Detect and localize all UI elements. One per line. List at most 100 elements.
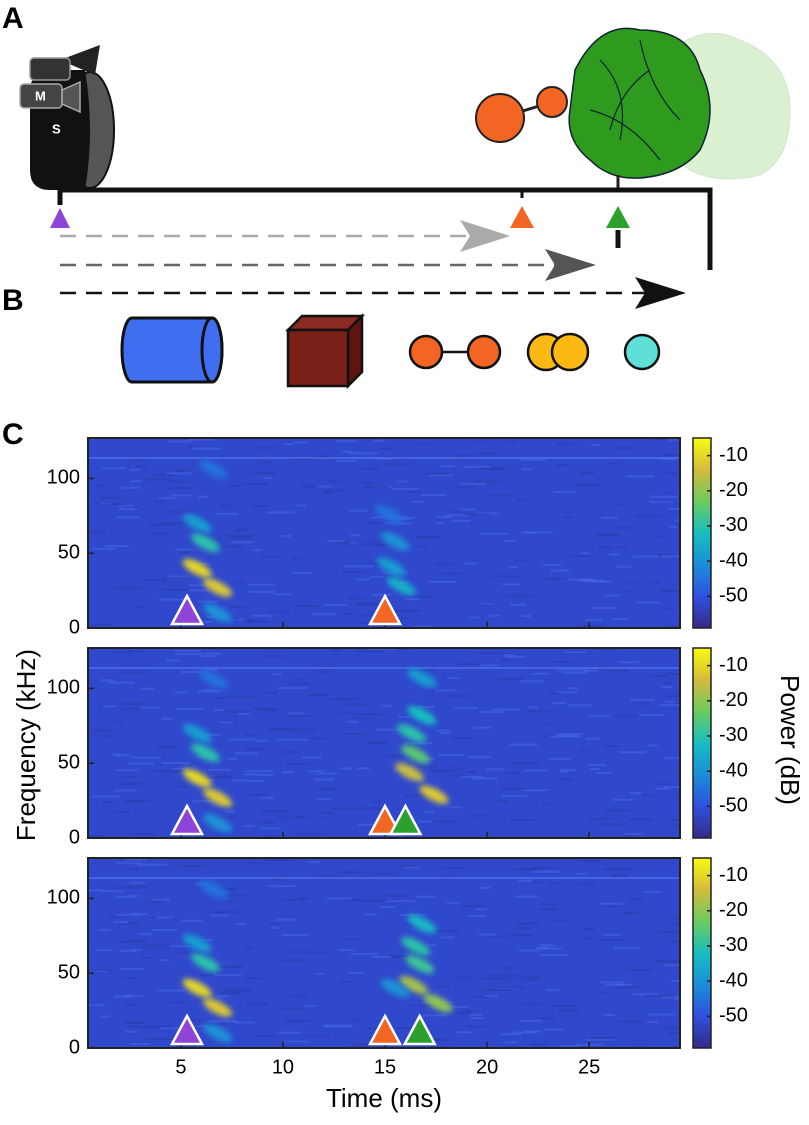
noise-speckle (510, 1031, 537, 1034)
noise-speckle (540, 903, 562, 906)
y-tick-label: 50 (58, 751, 80, 773)
noise-speckle (428, 580, 457, 583)
noise-speckle (188, 625, 207, 628)
noise-speckle (553, 491, 576, 494)
noise-speckle (222, 545, 244, 548)
noise-speckle (292, 728, 316, 731)
noise-speckle (289, 995, 308, 998)
noise-speckle (422, 1014, 447, 1017)
noise-speckle (151, 532, 169, 535)
noise-speckle (260, 810, 290, 813)
noise-speckle (468, 756, 491, 759)
noise-speckle (277, 959, 307, 962)
noise-speckle (629, 898, 644, 901)
time-marker (367, 1013, 403, 1046)
noise-speckle (649, 495, 678, 498)
noise-speckle (245, 977, 263, 980)
noise-speckle (501, 659, 515, 662)
noise-speckle (277, 816, 292, 819)
y-tick-label: 100 (47, 677, 80, 699)
noise-speckle (192, 800, 215, 803)
noise-speckle (538, 947, 562, 950)
noise-speckle (276, 1007, 304, 1010)
noise-speckle (600, 981, 624, 984)
noise-speckle (405, 595, 433, 598)
noise-speckle (160, 959, 170, 962)
noise-speckle (463, 513, 490, 516)
noise-speckle (350, 1019, 361, 1022)
noise-speckle (440, 465, 464, 468)
noise-speckle (419, 820, 433, 823)
y-tick-label: 100 (47, 887, 80, 909)
noise-speckle (138, 933, 153, 936)
noise-speckle (425, 810, 435, 813)
noise-speckle (277, 687, 308, 690)
noise-speckle (625, 968, 654, 971)
noise-speckle (456, 486, 475, 489)
noise-speckle (121, 976, 137, 979)
noise-speckle (320, 816, 330, 819)
noise-speckle (122, 707, 141, 710)
x-tick-label: 25 (578, 1056, 600, 1078)
noise-speckle (469, 1013, 482, 1016)
noise-speckle (545, 989, 560, 992)
noise-speckle (131, 921, 141, 924)
noise-speckle (657, 553, 673, 556)
noise-speckle (169, 487, 193, 490)
noise-speckle (380, 447, 395, 450)
noise-speckle (641, 794, 655, 797)
noise-speckle (181, 919, 203, 922)
noise-speckle (348, 509, 369, 512)
noise-speckle (358, 543, 386, 546)
noise-speckle (288, 682, 313, 685)
noise-speckle (557, 669, 587, 672)
noise-speckle (528, 710, 558, 713)
noise-speckle (233, 1021, 255, 1024)
noise-speckle (612, 798, 635, 801)
noise-speckle (447, 677, 460, 680)
noise-speckle (113, 587, 144, 590)
noise-speckle (365, 741, 388, 744)
noise-speckle (262, 477, 272, 480)
noise-speckle (601, 516, 618, 519)
y-tick-label: 0 (69, 1036, 80, 1058)
noise-speckle (130, 912, 148, 915)
colorbar-tick-label: -10 (719, 444, 748, 466)
noise-speckle (99, 502, 111, 505)
colorbar-tick-label: -20 (719, 899, 748, 921)
noise-speckle (196, 1025, 208, 1028)
noise-speckle (479, 711, 504, 714)
noise-speckle (218, 816, 237, 819)
noise-speckle (383, 894, 408, 897)
noise-speckle (174, 652, 204, 655)
noise-speckle (633, 702, 649, 705)
noise-speckle (88, 889, 103, 892)
y-tick-label: 50 (58, 541, 80, 563)
noise-speckle (287, 951, 316, 954)
noise-speckle (559, 770, 569, 773)
noise-speckle (599, 902, 623, 905)
noise-speckle (350, 534, 361, 537)
noise-speckle (175, 1045, 197, 1048)
noise-speckle (373, 899, 396, 902)
noise-speckle (456, 662, 478, 665)
double-sphere (526, 332, 590, 372)
noise-speckle (519, 680, 544, 683)
noise-speckle (145, 1037, 175, 1040)
noise-speckle (430, 769, 457, 772)
noise-speckle (171, 767, 188, 770)
noise-speckle (272, 593, 292, 596)
noise-speckle (133, 605, 144, 608)
noise-speckle (626, 581, 638, 584)
noise-speckle (632, 993, 660, 996)
noise-speckle (166, 659, 181, 662)
noise-speckle (490, 575, 519, 578)
noise-speckle (339, 711, 355, 714)
noise-speckle (647, 1013, 677, 1016)
noise-speckle (666, 624, 680, 627)
noise-speckle (672, 960, 680, 963)
noise-speckle (590, 767, 600, 770)
noise-speckle (602, 933, 622, 936)
noise-speckle (435, 729, 451, 732)
noise-speckle (657, 782, 671, 785)
